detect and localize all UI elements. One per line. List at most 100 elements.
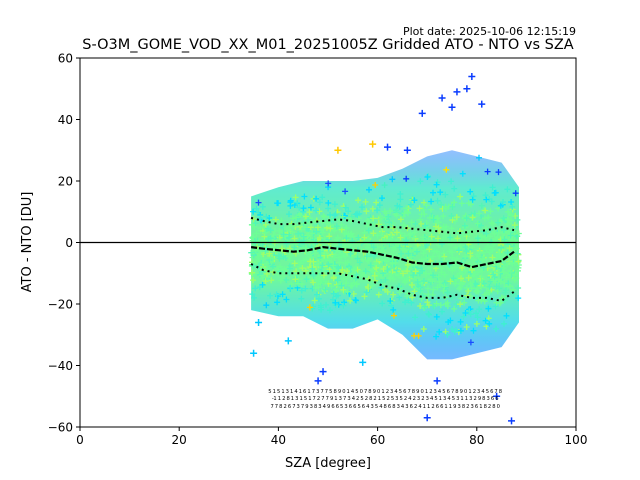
scatter-point	[507, 232, 514, 239]
scatter-point	[403, 205, 410, 212]
scatter-point	[411, 229, 418, 236]
scatter-point	[433, 333, 440, 340]
scatter-point	[330, 290, 337, 297]
scatter-point	[412, 314, 419, 321]
scatter-point	[509, 203, 516, 210]
scatter-point	[310, 303, 317, 310]
scatter-point	[339, 266, 346, 273]
scatter-point	[407, 201, 414, 208]
scatter-point	[325, 220, 332, 227]
scatter-point	[396, 203, 403, 210]
scatter-point	[440, 213, 447, 220]
scatter-point	[462, 253, 469, 260]
scatter-point	[473, 276, 480, 283]
scatter-point	[411, 197, 418, 204]
scatter-point	[430, 216, 437, 223]
scatter-point	[417, 178, 424, 185]
scatter-point	[332, 299, 339, 306]
outlier-point	[463, 85, 471, 93]
scatter-point	[279, 291, 286, 298]
scatter-point	[470, 256, 477, 263]
scatter-point	[483, 245, 490, 252]
scatter-point	[302, 246, 309, 252]
scatter-point	[463, 284, 470, 291]
scatter-point	[501, 236, 508, 243]
scatter-point	[374, 232, 381, 239]
scatter-point	[469, 214, 476, 221]
scatter-point	[375, 221, 382, 228]
scatter-point	[342, 280, 349, 287]
scatter-point	[512, 240, 519, 247]
scatter-point	[448, 225, 455, 232]
scatter-point	[484, 168, 491, 175]
scatter-point	[252, 220, 259, 227]
scatter-point	[298, 287, 305, 294]
scatter-point	[446, 248, 453, 255]
scatter-point	[426, 246, 433, 253]
scatter-point	[276, 227, 283, 234]
scatter-point	[444, 289, 451, 296]
scatter-point	[317, 279, 324, 286]
scatter-point	[250, 233, 257, 240]
scatter-point	[342, 253, 349, 260]
scatter-point	[345, 208, 352, 215]
scatter-point	[421, 211, 428, 218]
scatter-point	[494, 234, 501, 241]
scatter-point	[388, 271, 395, 278]
scatter-point	[463, 324, 470, 330]
scatter-point	[504, 186, 511, 193]
scatter-point	[417, 216, 424, 223]
scatter-point	[448, 178, 455, 185]
scatter-point	[280, 231, 287, 238]
y-tick-label: −20	[48, 298, 73, 312]
scatter-point	[478, 233, 485, 240]
scatter-point	[362, 198, 369, 205]
scatter-point	[490, 271, 497, 278]
scatter-point	[376, 202, 383, 209]
scatter-point	[495, 205, 502, 212]
scatter-point	[287, 284, 294, 291]
scatter-point	[338, 282, 345, 289]
scatter-point	[454, 235, 461, 242]
scatter-point	[443, 166, 450, 173]
scatter-point	[515, 295, 522, 302]
outlier-point	[418, 109, 426, 117]
scatter-point	[497, 278, 504, 285]
scatter-point	[261, 221, 268, 228]
scatter-point	[336, 259, 343, 266]
statistics-lines	[250, 216, 515, 302]
scatter-point	[294, 199, 301, 206]
scatter-point	[475, 253, 482, 260]
scatter-point	[302, 267, 309, 274]
scatter-point	[451, 185, 458, 192]
scatter-point	[487, 208, 494, 215]
scatter-point	[393, 229, 400, 236]
scatter-point	[270, 232, 277, 238]
series-line-median	[250, 245, 515, 269]
scatter-point	[478, 202, 485, 209]
scatter-point	[451, 199, 458, 206]
scatter-point	[263, 302, 270, 309]
scatter-point	[412, 220, 419, 227]
x-tick-label: 60	[370, 433, 385, 447]
scatter-point	[363, 253, 370, 260]
scatter-point	[428, 206, 434, 213]
scatter-point	[480, 280, 487, 287]
scatter-point	[404, 261, 411, 268]
scatter-point	[373, 199, 380, 206]
scatter-point	[359, 204, 365, 211]
scatter-point	[325, 261, 332, 268]
scatter-point	[486, 320, 493, 327]
scatter-point	[370, 215, 377, 222]
scatter-point	[354, 212, 361, 219]
scatter-point	[370, 253, 377, 260]
scatter-point	[501, 320, 507, 327]
scatter-point	[390, 244, 397, 251]
scatter-point	[495, 229, 502, 236]
scatter-point	[397, 191, 404, 197]
scatter-point	[421, 247, 428, 254]
scatter-point	[435, 235, 441, 242]
scatter-cloud	[248, 150, 522, 360]
scatter-point	[495, 261, 502, 268]
scatter-point	[306, 238, 313, 245]
